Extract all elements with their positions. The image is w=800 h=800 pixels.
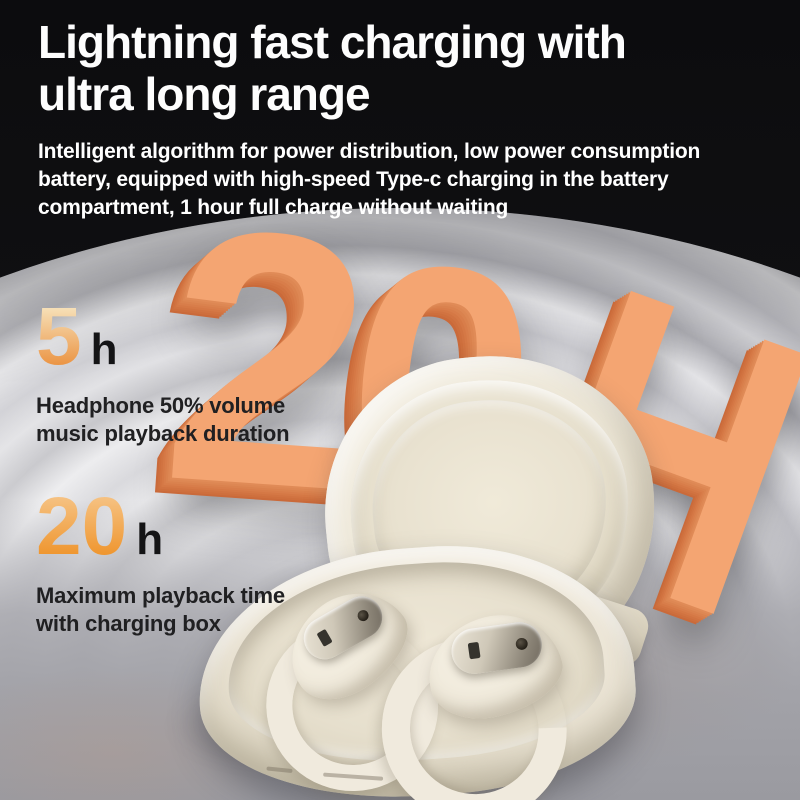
earbud-charging-contact (355, 608, 371, 624)
stat-description-line-2: music playback duration (36, 421, 290, 446)
stat-description: Headphone 50% volume music playback dura… (36, 392, 290, 448)
earbud-logo-mark (316, 628, 333, 647)
stat-description-line-2: with charging box (36, 611, 221, 636)
earbud-right (343, 578, 605, 800)
page-title-line-2: ultra long range (38, 68, 371, 120)
stat-headphone-playback: 5 h Headphone 50% volume music playback … (36, 296, 290, 448)
stat-value-5: 5 (36, 291, 82, 382)
stat-value-20: 20 (36, 481, 128, 572)
stat-value-row: 20 h (36, 486, 285, 568)
stat-unit-hours: h (136, 515, 164, 564)
earbud-charging-contact (515, 637, 529, 651)
description-line-3: compartment, 1 hour full charge without … (38, 196, 509, 219)
stat-unit-hours: h (90, 325, 118, 374)
stat-value-row: 5 h (36, 296, 289, 378)
stat-description-line-1: Maximum playback time (36, 583, 285, 608)
description-line-1: Intelligent algorithm for power distribu… (38, 140, 701, 163)
stat-description: Maximum playback time with charging box (36, 582, 285, 638)
stat-description-line-1: Headphone 50% volume (36, 393, 286, 418)
description-paragraph: Intelligent algorithm for power distribu… (38, 138, 700, 222)
page-title: Lightning fast charging with ultra long … (38, 16, 627, 120)
page-title-line-1: Lightning fast charging with (38, 16, 627, 68)
description-line-2: battery, equipped with high-speed Type-c… (38, 168, 669, 191)
earbud-logo-mark (467, 641, 481, 660)
stat-total-playback: 20 h Maximum playback time with charging… (36, 486, 285, 638)
